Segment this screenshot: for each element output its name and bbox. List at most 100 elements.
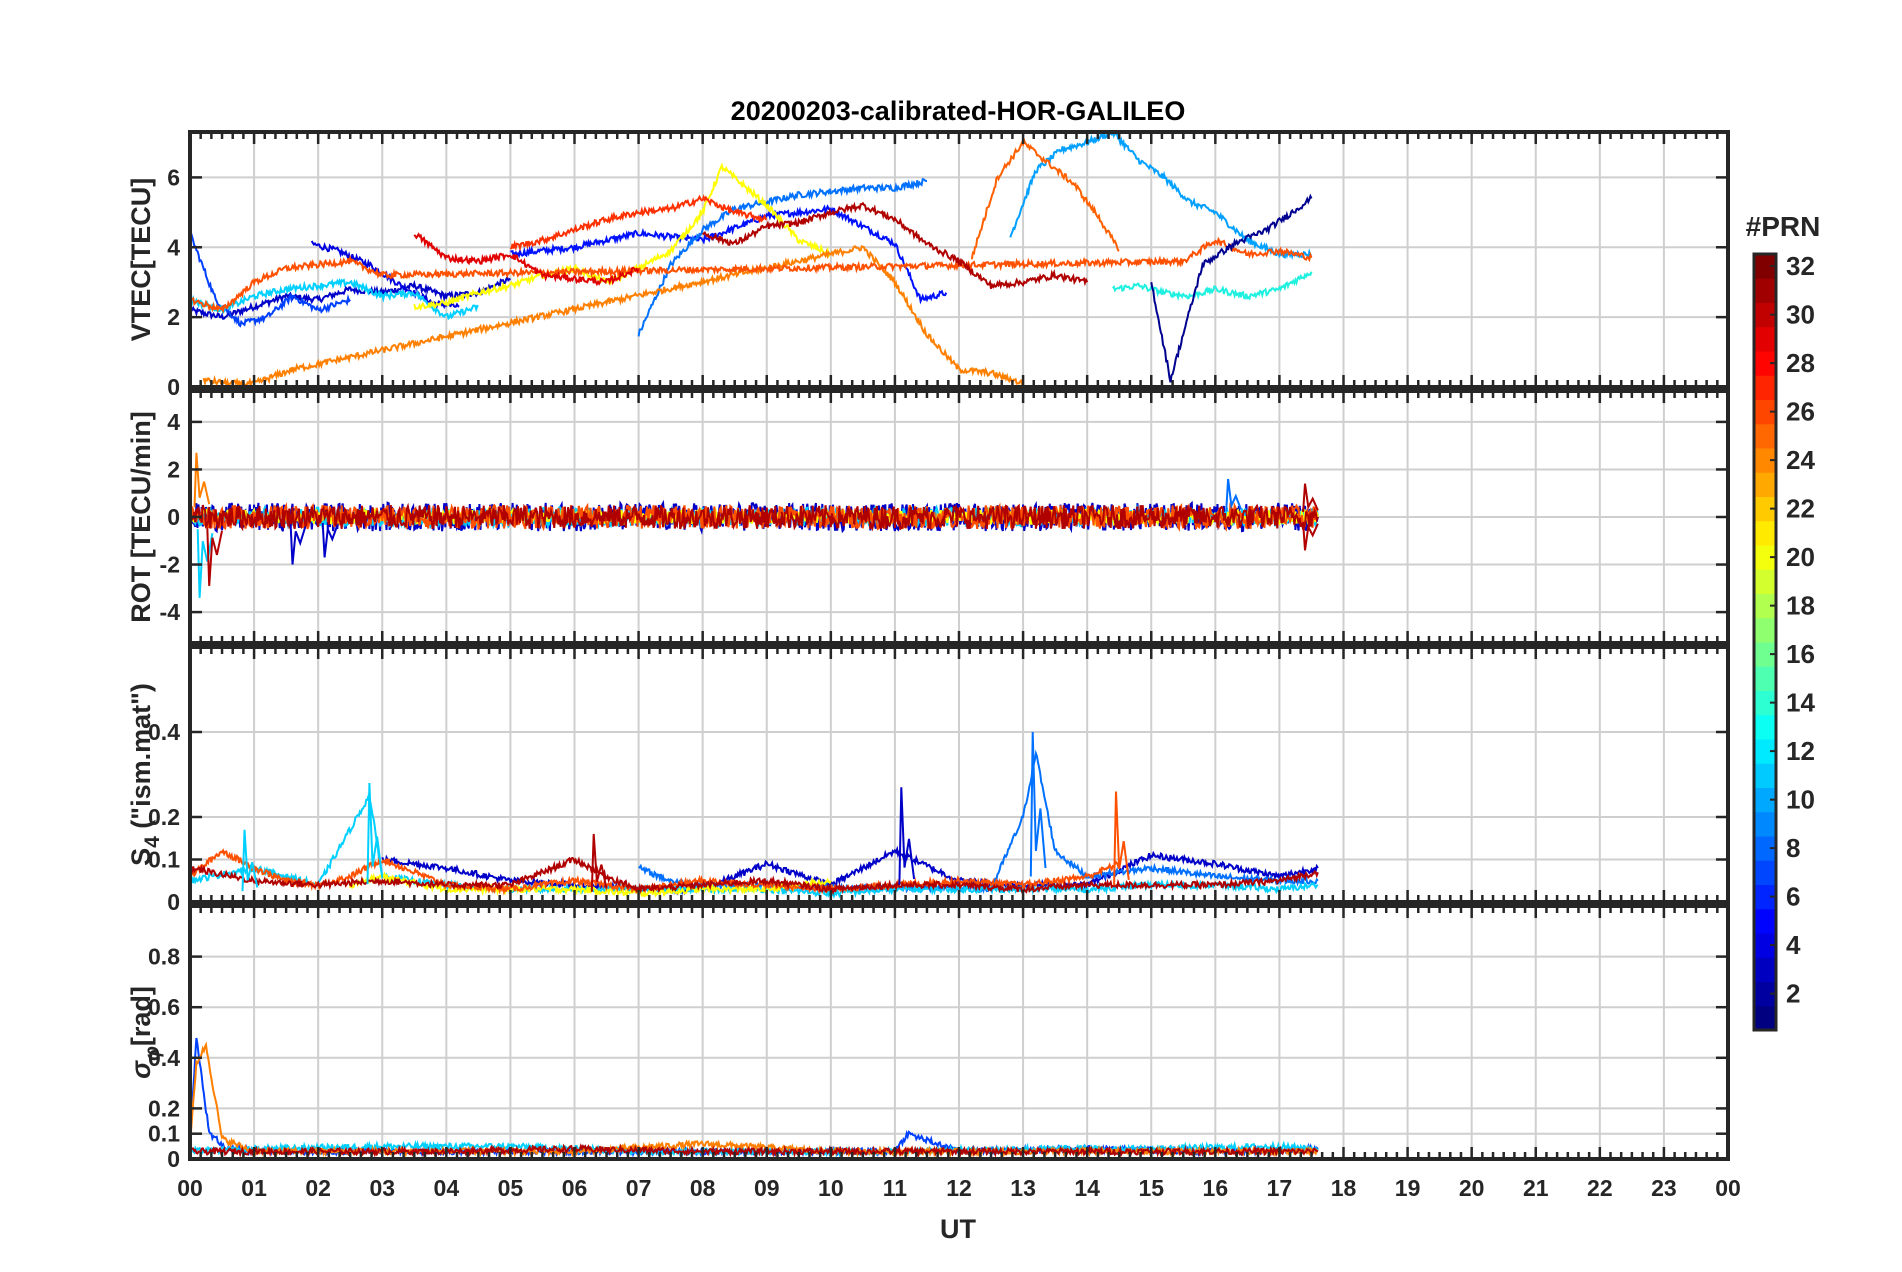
x-tick-labels: 00 01 02 03 04 05 06 07 08 09 10 11 12 13 14 15 16 17 18 19… bbox=[177, 1175, 1741, 1201]
colorbar-band bbox=[1754, 1005, 1776, 1031]
colorbar-band bbox=[1754, 642, 1776, 667]
series-prn-25 bbox=[190, 236, 1313, 314]
colorbar-band bbox=[1754, 326, 1776, 352]
series-prn-24 bbox=[970, 137, 1120, 260]
series-prn-3 bbox=[310, 240, 460, 310]
series-prn-31 bbox=[190, 502, 1319, 532]
series-prn-4 bbox=[510, 204, 948, 305]
colorbar-band bbox=[1754, 690, 1776, 716]
x-tick-label: 11 bbox=[883, 1175, 908, 1201]
colorbar-band bbox=[1754, 617, 1776, 643]
colorbar-tick-label: 10 bbox=[1786, 785, 1815, 815]
colorbar-band bbox=[1754, 278, 1776, 303]
y-tick-label: 0.4 bbox=[148, 1045, 180, 1071]
peak-marker bbox=[206, 527, 223, 586]
series-group bbox=[190, 731, 1319, 900]
colorbar-band bbox=[1754, 351, 1776, 376]
peak-marker bbox=[241, 829, 259, 892]
x-tick-label: 12 bbox=[946, 1175, 972, 1201]
panel-s4: 00.10.20.4S4 ("ism.mat") bbox=[126, 645, 1730, 915]
y-axis-label-sub: 4 bbox=[141, 836, 164, 848]
colorbar-band bbox=[1754, 545, 1776, 570]
x-tick-label: 09 bbox=[754, 1175, 780, 1201]
series-group bbox=[190, 452, 1319, 598]
x-tick-label: 15 bbox=[1138, 1175, 1164, 1201]
colorbar-band bbox=[1754, 739, 1776, 764]
x-tick-label: 03 bbox=[369, 1175, 395, 1201]
x-tick-label: 19 bbox=[1395, 1175, 1421, 1201]
y-axis-label: σφ[rad] bbox=[126, 986, 164, 1079]
x-tick-label: 13 bbox=[1010, 1175, 1036, 1201]
peak-marker bbox=[366, 782, 384, 885]
y-axis-label-rest: ("ism.mat") bbox=[126, 683, 156, 836]
series-prn-23 bbox=[202, 245, 1024, 387]
x-tick-label: 07 bbox=[626, 1175, 652, 1201]
y-tick-label: 4 bbox=[167, 234, 180, 260]
x-tick-label: 00 bbox=[1715, 1175, 1741, 1201]
figure-title: 20200203-calibrated-HOR-GALILEO bbox=[731, 96, 1186, 126]
peak-marker bbox=[1113, 791, 1130, 886]
peak-marker bbox=[1302, 521, 1319, 551]
y-tick-label: 0.6 bbox=[148, 994, 180, 1020]
peak-marker bbox=[590, 833, 608, 892]
colorbar-band bbox=[1754, 933, 1776, 958]
y-axis-label: VTEC[TECU] bbox=[126, 178, 156, 342]
colorbar-band bbox=[1754, 884, 1776, 910]
y-tick-label: 4 bbox=[167, 409, 180, 435]
x-axis-label: UT bbox=[940, 1214, 976, 1244]
series-prn-6 bbox=[190, 231, 351, 328]
x-tick-label: 02 bbox=[305, 1175, 331, 1201]
colorbar-band bbox=[1754, 520, 1776, 546]
colorbar-band bbox=[1754, 763, 1776, 788]
y-tick-label: 0.8 bbox=[148, 944, 180, 970]
series-prn-10 bbox=[1009, 132, 1313, 260]
series-prn-31 bbox=[701, 201, 1089, 290]
panel-rot: -4 -2 0 2 4 ROT [TECU/min] bbox=[126, 389, 1730, 645]
x-tick-label: 00 bbox=[177, 1175, 203, 1201]
colorbar-band bbox=[1754, 375, 1776, 400]
series-prn-8 bbox=[637, 178, 928, 337]
colorbar-band bbox=[1754, 811, 1776, 837]
y-tick-label: 0.4 bbox=[148, 719, 180, 745]
x-tick-label: 20 bbox=[1459, 1175, 1485, 1201]
colorbar-tick-label: 22 bbox=[1786, 494, 1815, 524]
colorbar-frame bbox=[1752, 252, 1778, 1032]
colorbar-band bbox=[1754, 254, 1776, 279]
series-prn-31 bbox=[190, 1143, 1319, 1159]
y-axis-label-main: S bbox=[126, 848, 156, 866]
colorbar-band bbox=[1754, 666, 1776, 691]
x-tick-label: 21 bbox=[1523, 1175, 1549, 1201]
colorbar-label: #PRN bbox=[1746, 211, 1821, 242]
colorbar-band bbox=[1754, 860, 1776, 885]
x-tick-label: 22 bbox=[1587, 1175, 1613, 1201]
colorbar-band bbox=[1754, 908, 1776, 934]
peak-marker bbox=[898, 787, 916, 885]
x-tick-label: 23 bbox=[1651, 1175, 1677, 1201]
colorbar-band bbox=[1754, 593, 1776, 619]
x-tick-label: 14 bbox=[1074, 1175, 1100, 1201]
colorbar-band bbox=[1754, 302, 1776, 328]
x-tick-label: 16 bbox=[1203, 1175, 1229, 1201]
colorbar-band bbox=[1754, 399, 1776, 425]
y-tick-label: 0 bbox=[167, 374, 180, 400]
series-group bbox=[190, 132, 1313, 387]
colorbar-tick-label: 2 bbox=[1786, 979, 1800, 1009]
peak-marker bbox=[1225, 478, 1242, 512]
colorbar-tick-label: 18 bbox=[1786, 591, 1815, 621]
x-tick-label: 04 bbox=[434, 1175, 460, 1201]
panel-vtec: 0 2 4 6 VTEC[TECU] bbox=[126, 130, 1730, 400]
colorbar-band bbox=[1754, 714, 1776, 740]
y-tick-label: 0.1 bbox=[148, 847, 180, 873]
y-axis-label-sub: φ bbox=[141, 1046, 164, 1061]
y-tick-label: -2 bbox=[160, 552, 180, 578]
series-prn-27 bbox=[509, 194, 767, 252]
y-axis-label: ROT [TECU/min] bbox=[126, 411, 156, 622]
series-prn-1 bbox=[1150, 193, 1313, 383]
colorbar-tick-label: 30 bbox=[1786, 300, 1815, 330]
y-tick-label: 0.1 bbox=[148, 1121, 180, 1147]
y-tick-label: 0 bbox=[167, 1146, 180, 1172]
x-tick-label: 01 bbox=[241, 1175, 267, 1201]
colorbar-tick-label: 14 bbox=[1786, 688, 1815, 718]
